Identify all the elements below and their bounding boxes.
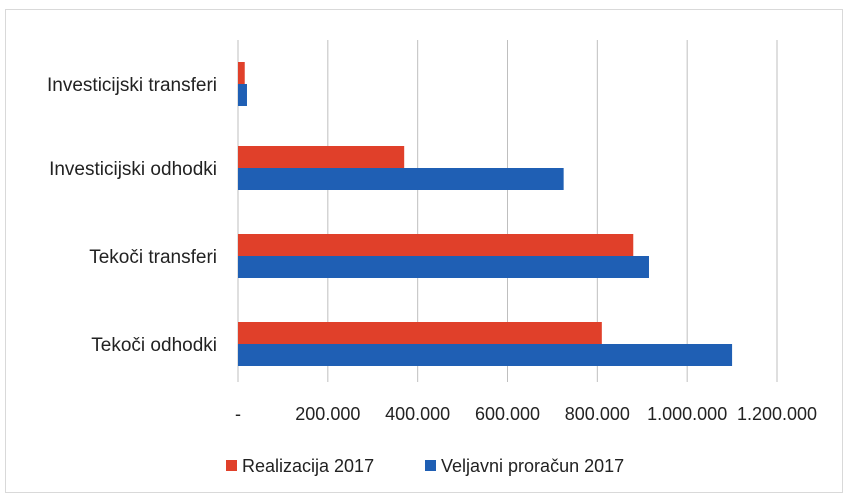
category-label-investicijski-transferi: Investicijski transferi — [47, 75, 217, 96]
bar-veljavni-proracun-2017-tekoci-transferi — [238, 256, 649, 278]
bar-veljavni-proracun-2017-investicijski-odhodki — [238, 168, 564, 190]
bar-realizacija-2017-tekoci-transferi — [238, 234, 634, 256]
x-tick-label: 1.000.000 — [647, 404, 727, 424]
x-tick-labels: - 200.000 400.000 600.000 800.000 1.000.000 1.… — [235, 404, 817, 424]
legend-swatch-realizacija-2017 — [226, 460, 237, 471]
bar-veljavni-proracun-2017-tekoci-odhodki — [238, 344, 733, 366]
legend-label-veljavni-proracun-2017: Veljavni proračun 2017 — [441, 456, 624, 476]
legend-swatch-veljavni-proracun-2017 — [425, 460, 436, 471]
bar-realizacija-2017-investicijski-transferi — [238, 62, 245, 84]
x-tick-label: 200.000 — [295, 404, 360, 424]
x-tick-label: 1.200.000 — [737, 404, 817, 424]
category-label-investicijski-odhodki: Investicijski odhodki — [49, 159, 217, 180]
bar-realizacija-2017-tekoci-odhodki — [238, 322, 602, 344]
x-tick-label: 800.000 — [565, 404, 630, 424]
x-tick-label: 600.000 — [475, 404, 540, 424]
bar-realizacija-2017-investicijski-odhodki — [238, 146, 405, 168]
category-label-tekoci-transferi: Tekoči transferi — [89, 247, 217, 268]
x-tick-label: 400.000 — [385, 404, 450, 424]
legend: Realizacija 2017 Veljavni proračun 2017 — [226, 456, 624, 476]
category-labels: Investicijski transferi Investicijski odh… — [47, 75, 217, 356]
legend-label-realizacija-2017: Realizacija 2017 — [242, 456, 374, 476]
category-label-tekoci-odhodki: Tekoči odhodki — [91, 335, 217, 356]
bars — [238, 62, 733, 366]
bar-veljavni-proracun-2017-investicijski-transferi — [238, 84, 247, 106]
x-tick-label: - — [235, 404, 241, 424]
